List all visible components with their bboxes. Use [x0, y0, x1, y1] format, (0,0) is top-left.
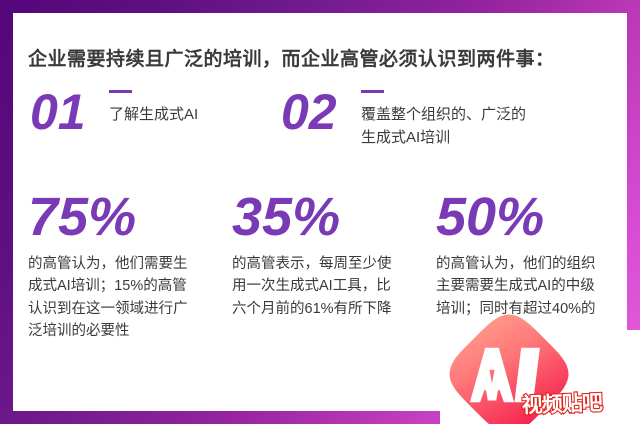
svg-text:视频贴吧: 视频贴吧 — [521, 391, 603, 418]
